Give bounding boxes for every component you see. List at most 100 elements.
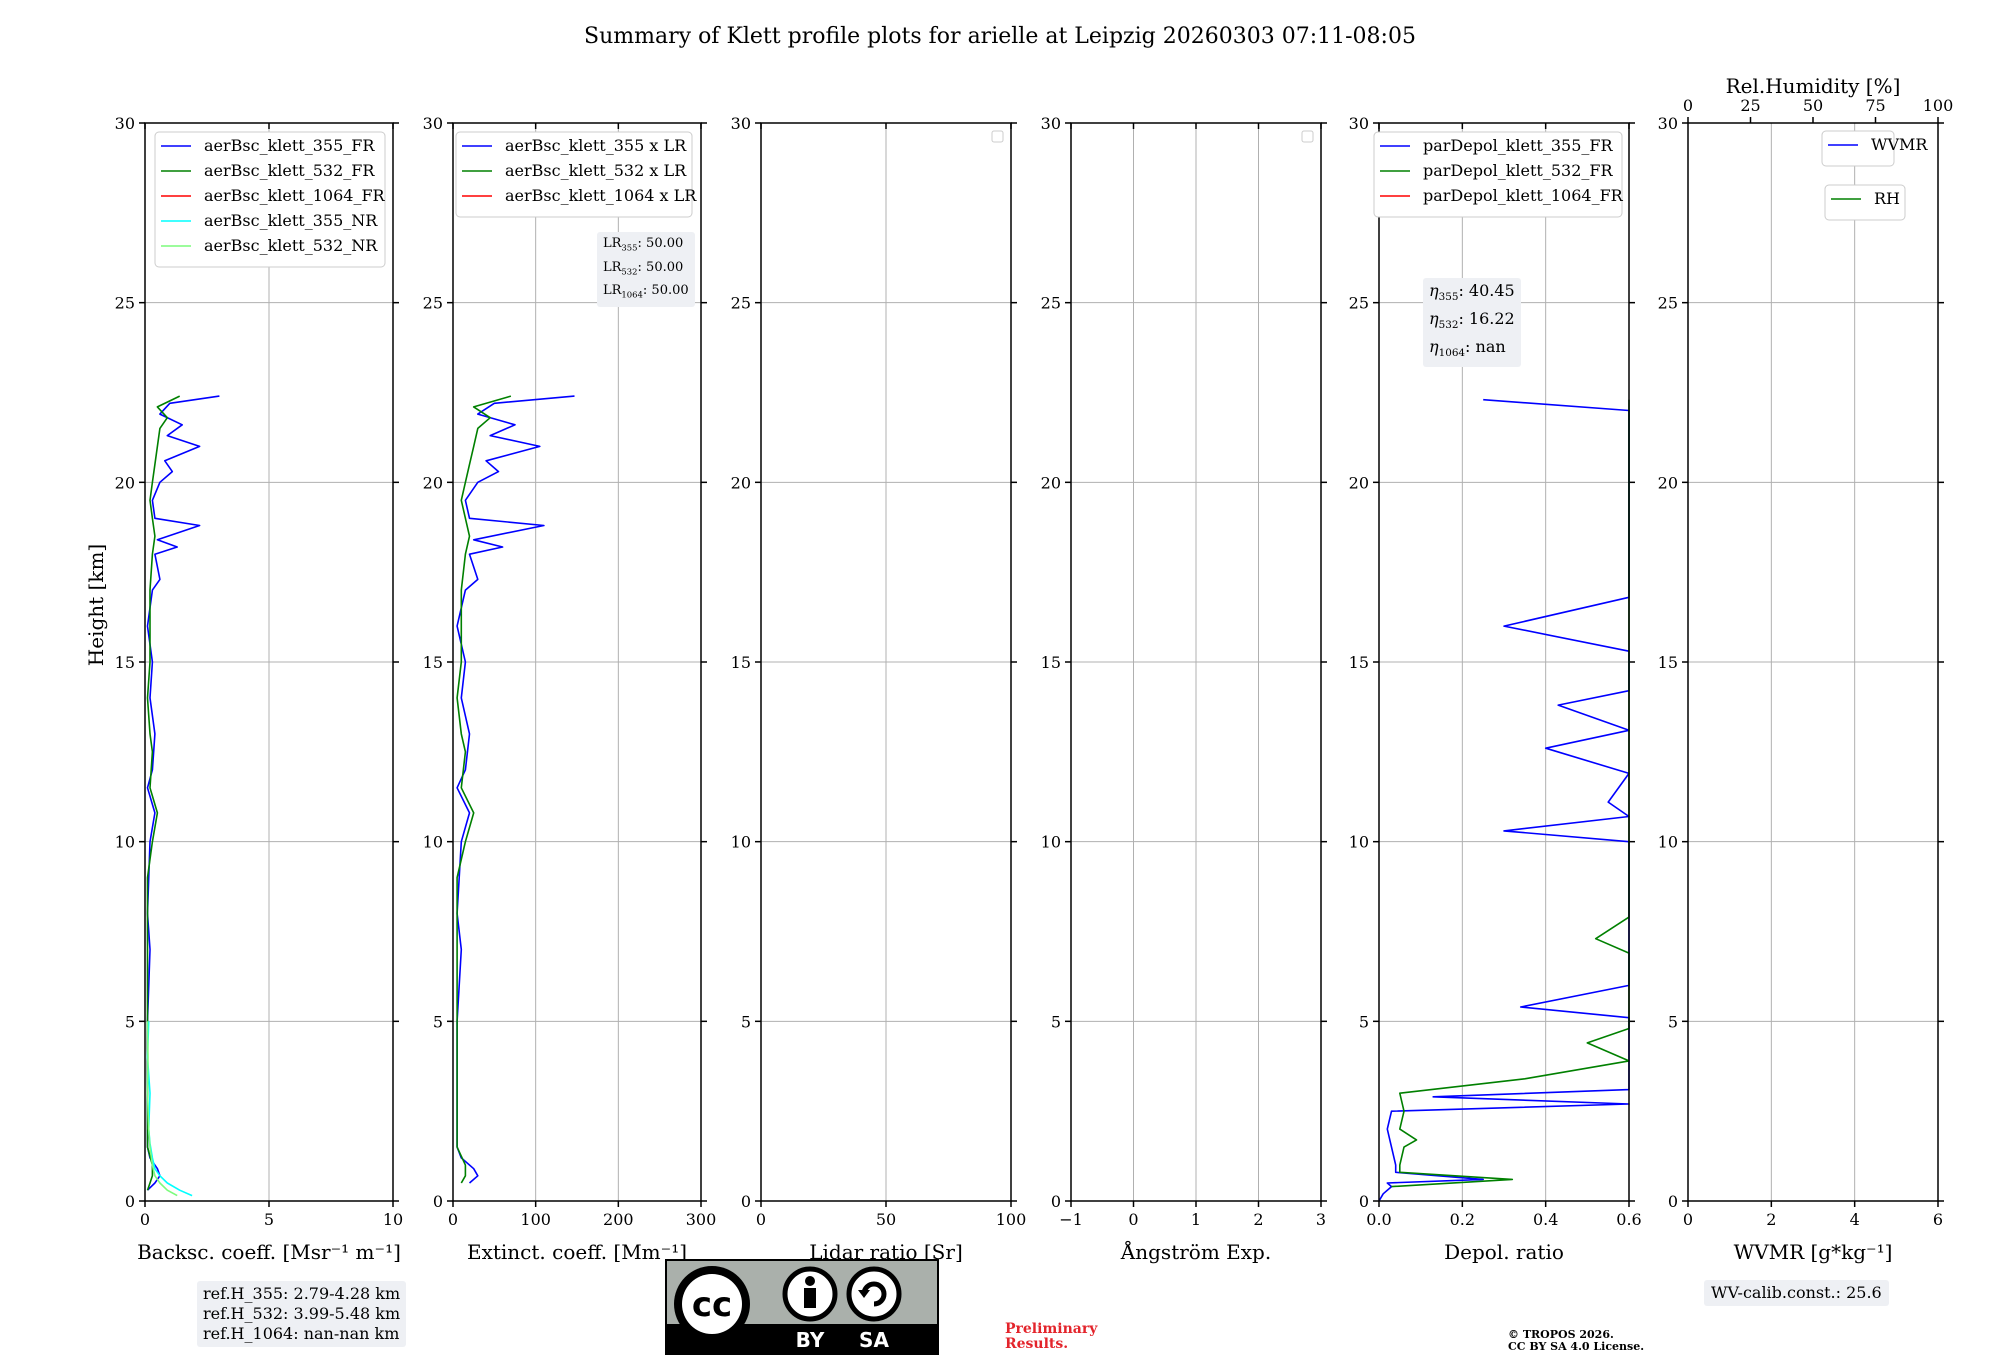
lr-label: LR: [603, 283, 622, 299]
empty-legend-box: [1301, 130, 1314, 143]
legend-entry: aerBsc_klett_532_NR: [204, 236, 378, 255]
lr-532-value: 50.00: [646, 259, 684, 275]
x2-tick-label: 100: [1923, 96, 1954, 115]
panel-1: 0 5 10 0 5 10 15 20 25 30 Backsc. coeff. [Msr⁻¹ m⁻…: [115, 114, 404, 1264]
y-tick-label: 10: [731, 833, 751, 852]
x-tick-label: 100: [996, 1210, 1027, 1229]
lr-sub: 532: [621, 266, 638, 277]
x-tick-label: 2: [1766, 1210, 1776, 1229]
legend-box: [1821, 130, 1895, 167]
x-tick-label: 3: [1316, 1210, 1326, 1229]
y-tick-label: 20: [1658, 473, 1678, 492]
eta-sub: 532: [1438, 319, 1459, 332]
panel-2: 0 100 200 300 0 5 10 15 20 25 30 Extinct. coeff. [M…: [423, 114, 717, 1264]
legend-box: [455, 131, 693, 218]
axes-frame: [760, 122, 1012, 1202]
y-tick-label: 0: [1668, 1192, 1678, 1211]
y-tick-label: 15: [731, 653, 751, 672]
ref-height-532: ref.H_532: 3.99-5.48 km: [203, 1304, 401, 1323]
panel-5: 0.0 0.2 0.4 0.6 0 5 10 15 20 25 30 Depol. ratio parD…: [1349, 114, 1642, 1264]
legend-entry: aerBsc_klett_355_NR: [204, 211, 378, 230]
eta-sub: 1064: [1438, 347, 1466, 360]
eta-355-value: 40.45: [1468, 281, 1515, 300]
x-tick-label: 0: [140, 1210, 150, 1229]
x-axis-label: WVMR [g*kg⁻¹]: [1734, 1240, 1893, 1264]
sa-label: SA: [859, 1328, 889, 1352]
y-axis-label: Height [km]: [84, 544, 108, 666]
wv-calib-const: WV-calib.const.: 25.6: [1711, 1283, 1882, 1302]
y-tick-label: 25: [731, 294, 751, 313]
lr-1064-value: 50.00: [651, 283, 689, 299]
axes-frame: [144, 122, 394, 1202]
lr-sub: 355: [621, 242, 638, 253]
series-aerBsc_klett_355_NR: [146, 1021, 193, 1197]
x-tick-label: 1: [1191, 1210, 1201, 1229]
lr-label: LR: [603, 259, 622, 275]
x-tick-label: 6: [1933, 1210, 1943, 1229]
y-tick-label: 10: [1041, 833, 1061, 852]
x2-tick-label: 75: [1865, 96, 1885, 115]
eta-532-value: 16.22: [1468, 309, 1515, 329]
y-tick-label: 5: [1359, 1012, 1369, 1031]
legend-entry: aerBsc_klett_1064 x LR: [505, 186, 697, 205]
reference-height-box: ref.H_355: 2.79-4.28 km ref.H_532: 3.99-…: [197, 1281, 407, 1347]
legend-entry: parDepol_klett_532_FR: [1423, 161, 1614, 180]
y-tick-label: 25: [423, 294, 443, 313]
legend-box: [1824, 184, 1906, 221]
wv-calib-box: WV-calib.const.: 25.6: [1704, 1280, 1889, 1306]
y-tick-label: 5: [741, 1012, 751, 1031]
y-tick-label: 20: [731, 473, 751, 492]
axes-frame: [452, 122, 702, 1202]
x-axis-label: Ångström Exp.: [1120, 1239, 1271, 1264]
axes-frame: [1687, 122, 1939, 1202]
legend-entry: aerBsc_klett_532_FR: [204, 161, 375, 180]
series-parDepol_klett_532_FR: [1391, 399, 1630, 1188]
axes-frame: [1070, 122, 1322, 1202]
x-tick-label: 10: [383, 1210, 403, 1229]
eta-label: η: [1429, 337, 1439, 357]
x-tick-label: 0: [448, 1210, 458, 1229]
preliminary-results-note: Preliminary Results.: [1005, 1321, 1098, 1352]
y-tick-label: 0: [1359, 1192, 1369, 1211]
cc-icon-text: cc: [692, 1285, 732, 1325]
cc-license-badge: cc BY SA: [665, 1259, 939, 1355]
x-tick-label: 0.6: [1616, 1210, 1641, 1229]
series-aerBsc_klett_532_FR: [146, 395, 181, 1191]
ref-height-355: ref.H_355: 2.79-4.28 km: [203, 1284, 401, 1303]
x-tick-label: 0: [1683, 1210, 1693, 1229]
eta-label: η: [1429, 309, 1439, 329]
y-tick-label: 10: [1658, 833, 1678, 852]
y-tick-label: 5: [1051, 1012, 1061, 1031]
x2-tick-label: 25: [1740, 96, 1760, 115]
y-tick-label: 20: [423, 473, 443, 492]
x2-axis-label: Rel.Humidity [%]: [1726, 74, 1901, 98]
eta-sub: 355: [1438, 291, 1459, 304]
lr-355-value: 50.00: [646, 236, 684, 251]
copyright-note: © TROPOS 2026. CC BY SA 4.0 License.: [1508, 1328, 1645, 1353]
by-label: BY: [796, 1328, 825, 1352]
series-aerBsc_klett_355_FR: [146, 395, 220, 1191]
legend-entry: aerBsc_klett_355_FR: [204, 136, 375, 155]
y-tick-label: 30: [1041, 114, 1061, 133]
y-tick-label: 30: [1658, 114, 1678, 133]
lr-sub: 1064: [621, 289, 643, 300]
x-axis-label: Depol. ratio: [1444, 1240, 1564, 1264]
y-tick-label: 0: [125, 1192, 135, 1211]
legend-entry: WVMR: [1871, 135, 1928, 154]
series-aerBsc_klett_532_NR: [146, 1021, 178, 1197]
y-tick-label: 30: [731, 114, 751, 133]
x2-tick-label: 50: [1803, 96, 1823, 115]
panel-6: 0 2 4 6 0 5 10 15 20 25 30 0 25 50 75 100 Rel.Humidity […: [1658, 74, 1954, 1264]
y-tick-label: 30: [423, 114, 443, 133]
x-tick-label: 100: [520, 1210, 551, 1229]
x-tick-label: 4: [1850, 1210, 1860, 1229]
y-tick-label: 30: [115, 114, 135, 133]
eta-1064-value: nan: [1475, 337, 1506, 357]
eta-label: η: [1429, 281, 1439, 300]
x-tick-label: 50: [876, 1210, 896, 1229]
x2-tick-label: 0: [1683, 96, 1693, 115]
x-tick-label: 0: [756, 1210, 766, 1229]
legend-box: [1373, 131, 1623, 218]
